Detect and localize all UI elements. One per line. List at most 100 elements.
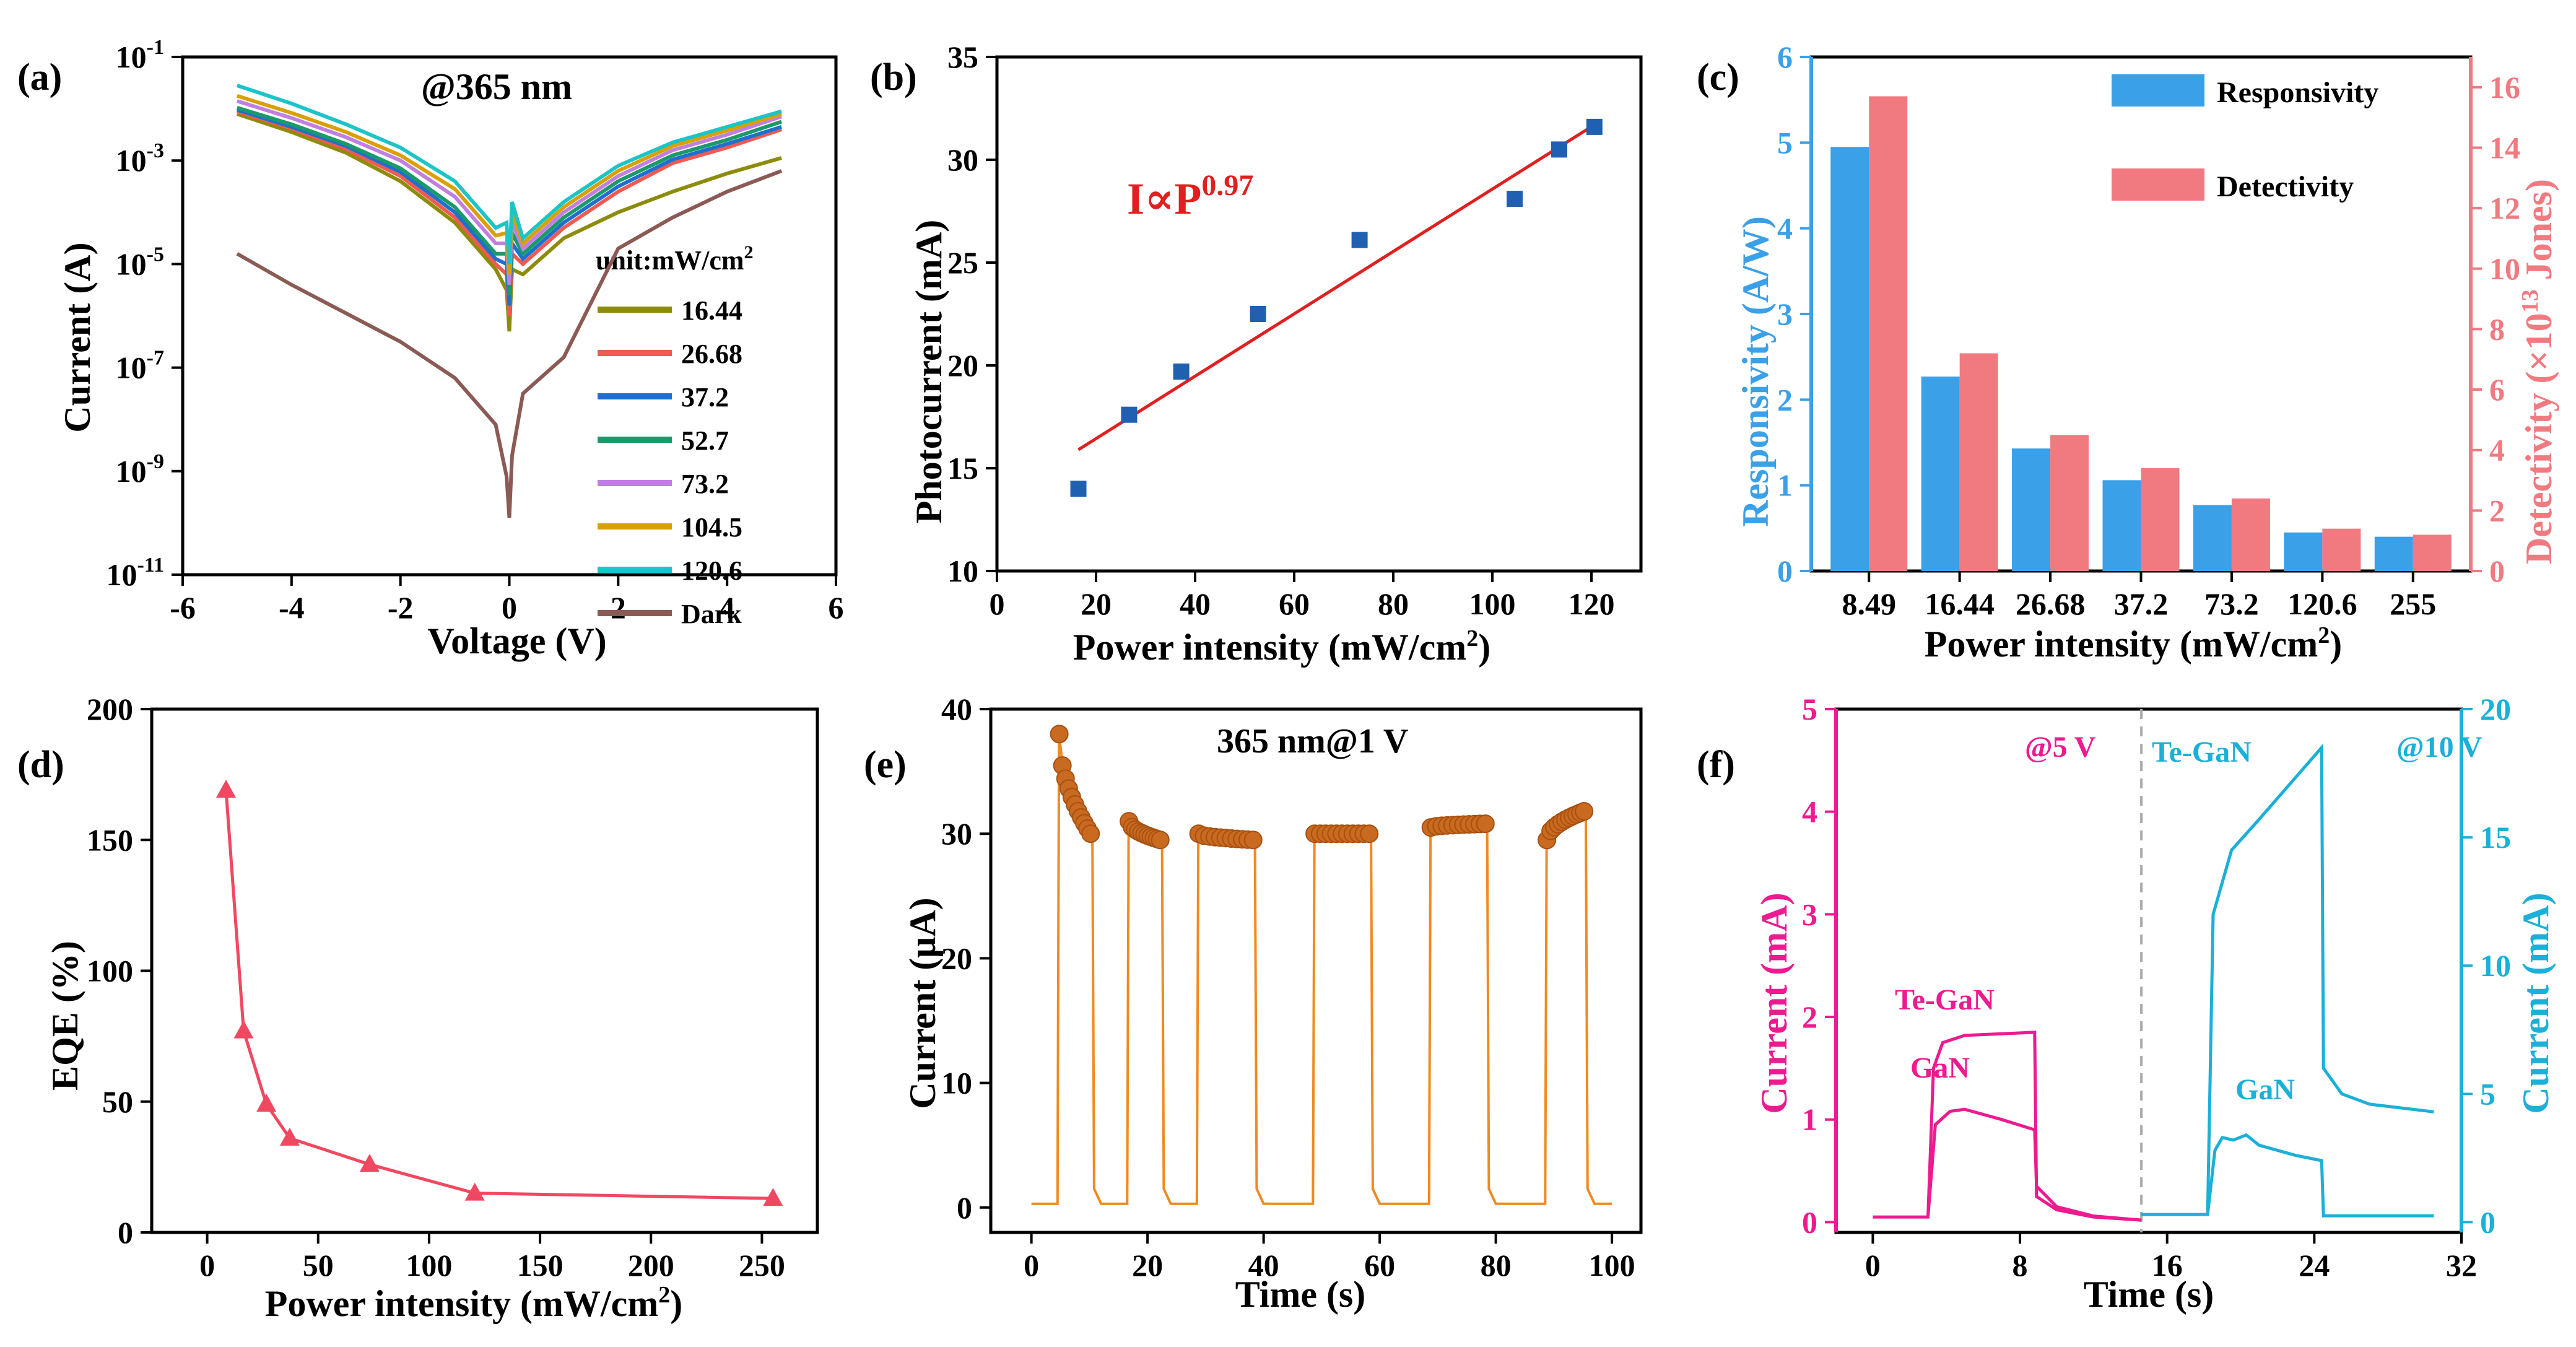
panel-b-fit-annotation: I∝P0.97 bbox=[1127, 169, 1253, 224]
photoresponse-marker-1-10 bbox=[1151, 830, 1170, 850]
legend-label-16.44: 16.44 bbox=[681, 295, 742, 326]
te-gan-5v-line bbox=[1873, 1031, 2142, 1222]
y-tick-label: 10 bbox=[941, 1066, 972, 1101]
photoresponse-line bbox=[1031, 733, 1612, 1205]
y-tick-label: 5 bbox=[1802, 692, 1817, 726]
panel-b-ylabel: Photocurrent (mA) bbox=[908, 220, 949, 523]
panel-f: (f) Current (mA) Current (mA) Time (s) 0… bbox=[1697, 692, 2556, 1315]
y-tick-label: 2 bbox=[1802, 1000, 1817, 1034]
x-tick-label: -4 bbox=[279, 590, 305, 625]
y-tick-label: 40 bbox=[941, 692, 972, 726]
bar-detectivity-26.68 bbox=[2050, 435, 2089, 571]
panel-e-xlabel: Time (s) bbox=[1235, 1274, 1366, 1315]
y-tick-label: 0 bbox=[1802, 1205, 1817, 1239]
data-point-3 bbox=[1250, 306, 1266, 322]
x-tick-label: 0 bbox=[199, 1248, 215, 1283]
series-line-120.6 bbox=[236, 84, 782, 264]
panel-c-xlabel: Power intensity (mW/cm2) bbox=[1925, 622, 2342, 665]
y-tick-label: 6 bbox=[1777, 40, 1793, 74]
x-tick-label: 60 bbox=[1364, 1248, 1395, 1283]
x-tick-label: 250 bbox=[739, 1248, 785, 1283]
series-line-73.2 bbox=[237, 99, 783, 285]
photoresponse-marker-5-10 bbox=[1575, 801, 1594, 821]
panel-b-axes: 0 20 40 60 80 100 120 10 15 20 25 30 35 bbox=[947, 40, 1643, 621]
bar-responsivity-26.68 bbox=[2012, 448, 2051, 571]
panel-label-c: (c) bbox=[1697, 56, 1739, 98]
panel-d-series bbox=[216, 779, 783, 1206]
x-tick-label: 37.2 bbox=[2114, 586, 2169, 621]
photoresponse-marker-3-10 bbox=[1360, 824, 1379, 844]
x-tick-label: -2 bbox=[388, 590, 414, 625]
y-tick-label: 8 bbox=[2489, 312, 2505, 346]
y-tick-label: 100 bbox=[87, 954, 133, 988]
panel-f-label-gan-right: GaN bbox=[2235, 1073, 2295, 1106]
y-tick-label: 14 bbox=[2489, 130, 2520, 165]
legend-title: unit:mW/cm2 bbox=[596, 242, 754, 276]
panel-c-ylabel-right: Detectivity (×1013 Jones) bbox=[2517, 179, 2559, 564]
photoresponse-marker-0-0 bbox=[1050, 725, 1069, 744]
series-line-52.7 bbox=[237, 106, 783, 295]
series-line-37.2 bbox=[237, 108, 782, 306]
bar-detectivity-120.6 bbox=[2322, 528, 2361, 571]
legend-responsivity: Responsivity bbox=[2217, 76, 2378, 109]
panel-a-xlabel: Voltage (V) bbox=[427, 621, 606, 661]
bar-responsivity-120.6 bbox=[2284, 532, 2323, 571]
panel-a-ylabel: Current (A) bbox=[57, 242, 98, 432]
panel-a-axes: -6 -4 -2 0 2 4 6 10-1 10-3 10-5 10-7 10-9 10-11 bbox=[107, 36, 844, 625]
x-tick-label: 100 bbox=[406, 1248, 452, 1283]
legend-label-120.6: 120.6 bbox=[681, 556, 742, 586]
panel-c: (c) Responsivity (A/W) Detectivity (×101… bbox=[1697, 40, 2559, 665]
panel-c-series bbox=[1830, 96, 2452, 571]
axes-frame bbox=[150, 707, 819, 1234]
panel-b: (b) Photocurrent (mA) Power intensity (m… bbox=[870, 40, 1643, 668]
eqe-point-3 bbox=[279, 1127, 300, 1146]
y-tick-label: 0 bbox=[957, 1190, 972, 1225]
y-tick-label: 6 bbox=[2489, 372, 2505, 407]
bar-responsivity-255 bbox=[2374, 536, 2413, 571]
panel-d-ylabel: EQE (%) bbox=[45, 941, 85, 1091]
legend-label-104.5: 104.5 bbox=[681, 512, 742, 543]
y-tick-label: 16 bbox=[2489, 70, 2520, 105]
eqe-point-2 bbox=[256, 1093, 277, 1112]
legend-label-Dark: Dark bbox=[681, 599, 742, 629]
x-tick-label: 8 bbox=[2012, 1248, 2028, 1283]
panel-label-b: (b) bbox=[870, 56, 917, 98]
eqe-point-1 bbox=[233, 1020, 254, 1039]
y-tick-label: 2 bbox=[1777, 382, 1793, 417]
eqe-point-5 bbox=[464, 1182, 485, 1201]
y-tick-label: 4 bbox=[1777, 211, 1793, 246]
y-tick-label: 4 bbox=[1802, 795, 1817, 829]
panel-c-ylabel-left: Responsivity (A/W) bbox=[1735, 216, 1776, 527]
y-tick-label: 12 bbox=[2489, 191, 2520, 225]
series-line-16.44 bbox=[236, 112, 782, 332]
panel-f-series bbox=[1873, 743, 2434, 1222]
data-point-7 bbox=[1586, 118, 1603, 135]
y-tick-label: 4 bbox=[2489, 433, 2505, 468]
y-tick-label: 25 bbox=[947, 245, 978, 280]
x-tick-label: 80 bbox=[1481, 1248, 1512, 1283]
panel-e: (e) 365 nm@1 V Current (μA) Time (s) 0 20… bbox=[864, 692, 1643, 1315]
panel-label-e: (e) bbox=[864, 744, 907, 786]
bar-detectivity-37.2 bbox=[2141, 468, 2180, 571]
x-tick-label: 0 bbox=[990, 586, 1005, 621]
y-tick-label: 0 bbox=[118, 1215, 133, 1250]
x-tick-label: 6 bbox=[829, 590, 844, 625]
y-tick-label: 10-9 bbox=[116, 450, 164, 489]
panel-label-d: (d) bbox=[17, 744, 64, 786]
panel-f-label-te-right: Te-GaN bbox=[2152, 736, 2252, 769]
panel-f-ylabel-right: Current (mA) bbox=[2515, 892, 2556, 1114]
y-tick-label: 1 bbox=[1777, 468, 1793, 503]
bar-detectivity-73.2 bbox=[2231, 498, 2270, 571]
gan-10v-line bbox=[2141, 1133, 2434, 1218]
y-tick-label: 1 bbox=[1802, 1102, 1817, 1137]
data-point-4 bbox=[1351, 232, 1368, 248]
eqe-line bbox=[224, 790, 773, 1200]
bar-detectivity-255 bbox=[2413, 534, 2452, 571]
data-point-5 bbox=[1507, 191, 1523, 207]
y-tick-label: 0 bbox=[2489, 554, 2505, 588]
panel-b-xlabel: Power intensity (mW/cm2) bbox=[1073, 626, 1490, 668]
y-tick-label: 0 bbox=[1777, 554, 1793, 588]
panel-f-label-gan-left: GaN bbox=[1910, 1052, 1970, 1084]
series-line-Dark bbox=[236, 169, 783, 518]
